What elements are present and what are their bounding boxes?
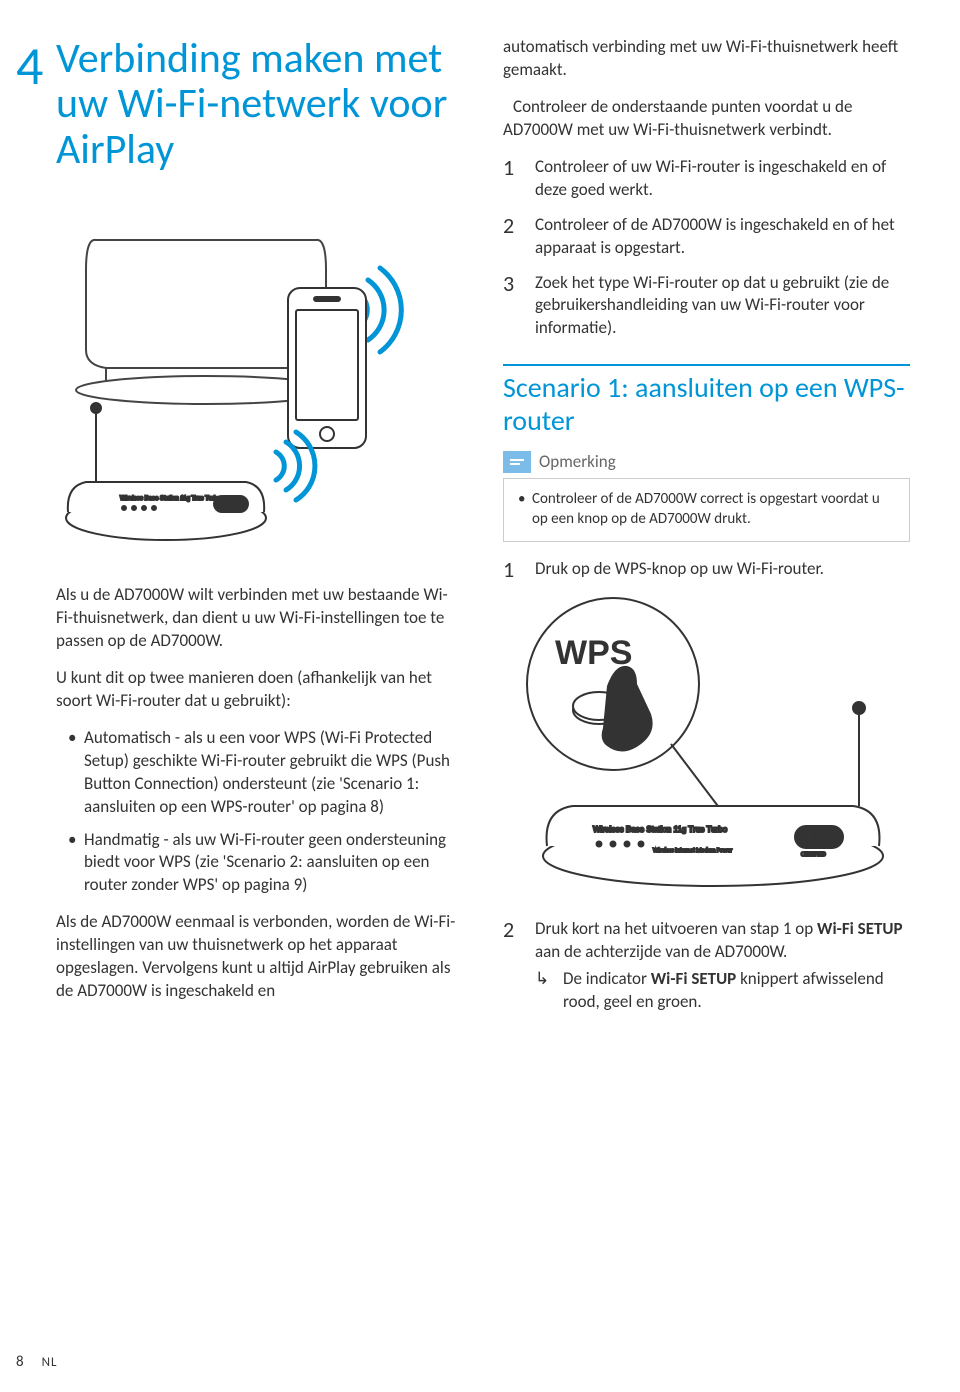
page-body: Verbinding maken met uw Wi-Fi-netwerk vo… [0, 0, 960, 1066]
scenario-1-heading: Scenario 1: aansluiten op een WPS-router [503, 364, 910, 436]
check-step-2: 2 Controleer of de AD7000W is ingeschake… [503, 214, 910, 260]
note-box: Controleer of de AD7000W correct is opge… [503, 478, 910, 543]
left-intro-1: Als u de AD7000W wilt verbinden met uw b… [56, 584, 463, 653]
svg-text:Wireless Base Station 11g True: Wireless Base Station 11g True Turbo [593, 825, 728, 834]
check-intro: Controleer de onderstaande punten voorda… [503, 96, 910, 142]
step-number: 2 [503, 214, 521, 260]
check-step-3: 3 Zoek het type Wi-Fi-router op dat u ge… [503, 272, 910, 341]
svg-text:WiFi: WiFi [220, 500, 235, 510]
step-number: 2 [503, 918, 521, 1014]
arrow-icon: ↳ [535, 968, 553, 1014]
method-auto: Automatisch - als u een voor WPS (Wi-Fi … [56, 727, 463, 819]
scenario1-step-2: 2 Druk kort na het uitvoeren van stap 1 … [503, 918, 910, 1014]
check-step-1: 1 Controleer of uw Wi-Fi-router is inges… [503, 156, 910, 202]
method-list: Automatisch - als u een voor WPS (Wi-Fi … [56, 727, 463, 898]
note-icon [503, 451, 531, 473]
scenario1-step-1: 1 Druk op de WPS-knop op uw Wi-Fi-router… [503, 558, 910, 582]
right-column: automatisch verbinding met uw Wi-Fi-thui… [503, 36, 910, 1026]
page-number: 8 [16, 1352, 24, 1372]
hero-illustration: Wireless Base Station 11g True Turbo WiF… [56, 200, 463, 560]
wps-label: WPS [555, 634, 632, 672]
left-para-3: Als de AD7000W eenmaal is verbonden, wor… [56, 911, 463, 1003]
svg-text:CERTIFIED: CERTIFIED [801, 850, 826, 858]
language-code: NL [42, 1354, 58, 1372]
step-number: 3 [503, 272, 521, 341]
left-column: Verbinding maken met uw Wi-Fi-netwerk vo… [56, 36, 463, 1026]
svg-text:Wireless Internet Modem Po: Wireless Internet Modem Power [653, 846, 732, 854]
step-text: Zoek het type Wi-Fi-router op dat u gebr… [535, 272, 910, 341]
note-label: Opmerking [539, 451, 616, 474]
step-number: 1 [503, 558, 521, 582]
note-block: Opmerking Controleer of de AD7000W corre… [503, 447, 910, 542]
note-body: Controleer of de AD7000W correct is opge… [504, 479, 909, 542]
step-text: Controleer of uw Wi-Fi-router is ingesch… [535, 156, 910, 202]
method-manual: Handmatig - als uw Wi-Fi-router geen ond… [56, 829, 463, 898]
step-text: Druk op de WPS-knop op uw Wi-Fi-router. [535, 558, 910, 582]
note-header: Opmerking [503, 447, 910, 478]
page-title: Verbinding maken met uw Wi-Fi-netwerk vo… [56, 36, 463, 172]
page-footer: 8 NL [16, 1352, 57, 1372]
right-continuation: automatisch verbinding met uw Wi-Fi-thui… [503, 36, 910, 82]
chapter-number: 4 [16, 30, 43, 103]
step-text: Controleer of de AD7000W is ingeschakeld… [535, 214, 910, 260]
svg-text:Wireless Base Station 11g True: Wireless Base Station 11g True Turbo [120, 496, 221, 502]
step-body: Druk kort na het uitvoeren van stap 1 op… [535, 918, 910, 1014]
wps-illustration: WPS Wireless Base Station 11g True Turbo [503, 594, 910, 894]
svg-text:WiFi: WiFi [803, 831, 824, 844]
result-line: ↳ De indicator Wi-Fi SETUP knippert afwi… [535, 968, 910, 1014]
step-number: 1 [503, 156, 521, 202]
note-text: Controleer of de AD7000W correct is opge… [516, 489, 897, 530]
left-intro-2: U kunt dit op twee manieren doen (afhank… [56, 667, 463, 713]
